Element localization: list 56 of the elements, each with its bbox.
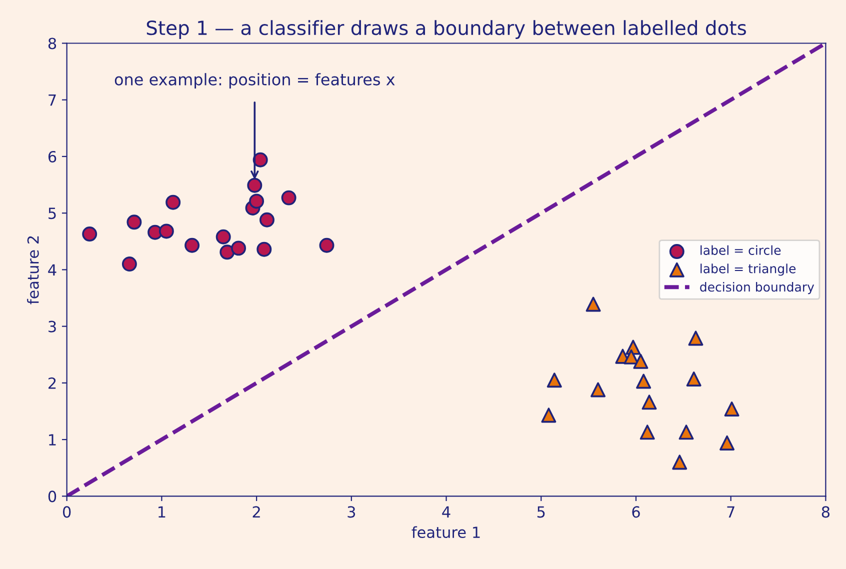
y-tick-label: 6 (48, 150, 56, 162)
y-tick-label: 0 (48, 490, 56, 502)
y-tick-label: 7 (48, 94, 56, 106)
point (688, 330, 704, 346)
point (633, 354, 648, 369)
y-tick-label: 2 (48, 377, 56, 389)
y-tick-label: 5 (48, 208, 56, 220)
x-tick-label: 8 (822, 506, 830, 518)
point (158, 224, 174, 239)
point (256, 242, 272, 257)
y-tick-label: 3 (48, 320, 56, 332)
point (672, 454, 688, 470)
point (586, 296, 601, 312)
x-tick-label: 3 (348, 506, 356, 518)
x-tick-label: 0 (62, 506, 71, 518)
point (247, 178, 262, 193)
x-tick-label: 6 (632, 506, 640, 518)
point (82, 226, 98, 242)
point (590, 382, 606, 398)
point (252, 152, 268, 168)
point (216, 229, 231, 244)
point (184, 238, 200, 253)
point (249, 194, 264, 209)
point (259, 212, 274, 228)
x-tick-label: 2 (252, 506, 260, 518)
point (724, 401, 740, 416)
point (640, 424, 655, 440)
point (686, 371, 702, 386)
point (220, 244, 235, 260)
y-tick-label: 8 (48, 38, 56, 50)
point (636, 374, 652, 389)
x-tick-label: 7 (727, 506, 734, 518)
point (231, 240, 246, 256)
y-axis-title: feature 2 (27, 236, 39, 304)
annotation: one example: position = features x (114, 73, 395, 89)
point (624, 349, 639, 364)
point (642, 394, 657, 410)
point (678, 424, 694, 440)
legend-label: label = circle (700, 245, 781, 255)
x-tick-label: 4 (442, 506, 450, 518)
point (541, 408, 556, 423)
point (281, 190, 296, 206)
legend-label: label = triangle (700, 264, 796, 276)
point (122, 256, 137, 272)
point (319, 238, 334, 253)
x-axis-title: feature 1 (412, 526, 480, 538)
legend-label: decision boundary (700, 282, 814, 294)
y-tick-label: 4 (48, 264, 56, 276)
y-tick-label: 1 (49, 434, 56, 446)
point (126, 214, 142, 230)
chart-title: Step 1 — a classifier draws a boundary between labelled dots (146, 20, 746, 39)
point (720, 435, 735, 450)
x-tick-label: 1 (158, 506, 166, 518)
point (546, 372, 562, 388)
point (166, 194, 181, 210)
x-tick-label: 5 (537, 506, 545, 518)
